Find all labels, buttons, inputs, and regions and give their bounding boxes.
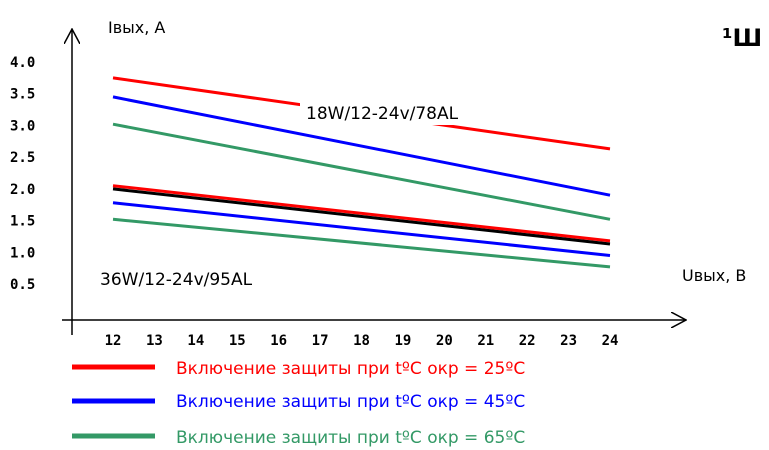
- y-axis-label: Iвых, А: [108, 18, 165, 37]
- corner-mark: ¹Ш: [722, 24, 762, 52]
- y-tick-label: 1.5: [10, 214, 35, 230]
- x-tick-label: 18: [353, 333, 370, 349]
- model-label-36w: 36W/12-24v/95AL: [100, 270, 253, 290]
- x-tick-label: 14: [187, 333, 204, 349]
- series-line-1-3: [112, 217, 611, 269]
- x-tick-label: 24: [602, 333, 619, 349]
- x-tick-label: 19: [394, 333, 411, 349]
- model-label-18w: 18W/12-24v/78AL: [306, 104, 459, 124]
- y-tick-label: 2.0: [10, 182, 35, 198]
- x-tick-label: 20: [436, 333, 453, 349]
- x-tick-label: 21: [477, 333, 494, 349]
- x-axis-label: Uвых, В: [682, 266, 746, 285]
- series-line-1-2: [112, 201, 611, 257]
- series-line-1-1: [112, 187, 611, 246]
- y-tick-label: 3.0: [10, 118, 35, 134]
- x-tick-label: 15: [229, 333, 246, 349]
- x-tick-labels: 12 13 14 15 16 17 18 19 20 21 22 23 24: [105, 333, 619, 349]
- x-tick-label: 13: [146, 333, 163, 349]
- legend-text-45: Включение защиты при tºC окр = 45ºC: [176, 392, 525, 412]
- legend-text-25: Включение защиты при tºC окр = 25ºC: [176, 359, 525, 379]
- series-line-0-2: [112, 122, 611, 221]
- y-tick-label: 2.5: [10, 150, 35, 166]
- x-tick-label: 23: [560, 333, 577, 349]
- x-tick-label: 22: [519, 333, 536, 349]
- series-line-0-1: [112, 95, 611, 197]
- x-tick-label: 12: [105, 333, 122, 349]
- y-tick-label: 1.0: [10, 245, 35, 261]
- y-tick-label: 4.0: [10, 55, 35, 71]
- series-line-1-0: [112, 184, 611, 243]
- y-tick-labels: 4.0 3.5 3.0 2.5 2.0 1.5 1.0 0.5: [10, 55, 35, 293]
- x-tick-label: 17: [312, 333, 329, 349]
- x-tick-label: 16: [270, 333, 287, 349]
- legend: Включение защиты при tºC окр = 25ºC Вклю…: [72, 359, 525, 448]
- y-tick-label: 0.5: [10, 277, 35, 293]
- series-lines: [112, 76, 611, 269]
- legend-text-65: Включение защиты при tºC окр = 65ºC: [176, 428, 525, 448]
- y-tick-label: 3.5: [10, 87, 35, 103]
